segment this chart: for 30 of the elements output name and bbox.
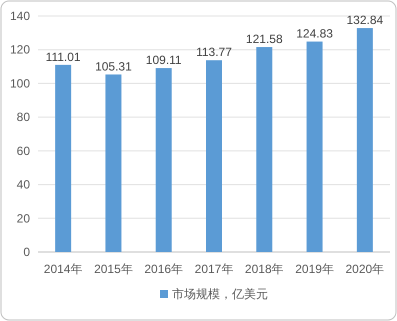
x-tick-label: 2019年 bbox=[295, 262, 334, 276]
y-tick-label: 140 bbox=[10, 9, 30, 23]
data-label: 109.11 bbox=[146, 53, 182, 68]
bar bbox=[156, 68, 172, 252]
x-tick-label: 2020年 bbox=[346, 262, 384, 276]
y-tick-label: 100 bbox=[10, 76, 30, 90]
bar bbox=[356, 28, 373, 252]
data-label: 132.84 bbox=[346, 13, 384, 28]
x-tick-label: 2015年 bbox=[94, 262, 133, 276]
data-label: 124.83 bbox=[296, 26, 334, 41]
x-tick-label: 2016年 bbox=[144, 262, 184, 276]
bar bbox=[306, 42, 323, 252]
y-tick-label: 20 bbox=[16, 211, 30, 226]
bar bbox=[55, 64, 72, 252]
bar bbox=[206, 60, 222, 252]
y-tick-label: 80 bbox=[16, 110, 30, 124]
data-label: 121.58 bbox=[246, 32, 283, 46]
x-tick-label: 2017年 bbox=[194, 262, 234, 276]
y-tick-label: 0 bbox=[23, 245, 30, 259]
bar bbox=[105, 74, 122, 252]
y-tick-label: 40 bbox=[16, 178, 30, 192]
data-label: 113.77 bbox=[196, 45, 232, 60]
legend-label: 市场规模，亿美元 bbox=[172, 287, 268, 301]
y-tick-label: 120 bbox=[10, 42, 30, 57]
x-tick-label: 2018年 bbox=[244, 262, 284, 276]
y-tick-label: 60 bbox=[16, 144, 30, 158]
data-label: 105.31 bbox=[95, 59, 132, 74]
data-label: 111.01 bbox=[46, 50, 81, 64]
x-tick-label: 2014年 bbox=[44, 262, 82, 276]
bar bbox=[256, 47, 272, 252]
